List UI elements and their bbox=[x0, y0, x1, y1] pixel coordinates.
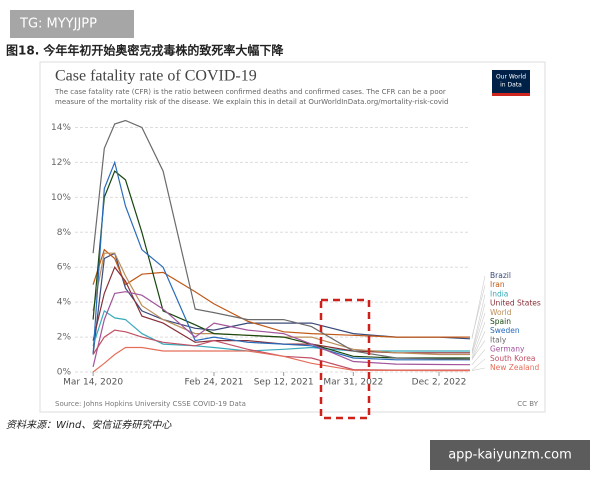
x-tick-label: Mar 14, 2020 bbox=[63, 378, 123, 388]
y-tick-label: 0% bbox=[57, 368, 72, 378]
subtitle: The case fatality rate (CFR) is the rati… bbox=[54, 88, 446, 96]
license: CC BY bbox=[517, 400, 538, 408]
source: Source: Johns Hopkins University CSSE CO… bbox=[55, 400, 246, 408]
legend-connector bbox=[471, 331, 486, 360]
y-tick-label: 8% bbox=[57, 228, 72, 238]
legend-connector bbox=[471, 285, 486, 338]
subtitle: measure of the mortality risk of the dis… bbox=[55, 98, 448, 106]
legend-label: Germany bbox=[490, 345, 525, 354]
legend-connector bbox=[471, 321, 486, 359]
y-tick-label: 2% bbox=[57, 333, 72, 343]
legend-connector bbox=[471, 349, 486, 365]
series-line bbox=[92, 309, 470, 352]
legend-label: New Zealand bbox=[490, 363, 540, 372]
series-line bbox=[92, 291, 471, 367]
x-tick-label: Sep 12, 2021 bbox=[254, 378, 314, 388]
legend-label: Italy bbox=[490, 335, 507, 344]
legend-label: Brazil bbox=[490, 271, 511, 280]
legend-label: United States bbox=[490, 299, 541, 308]
legend-connector bbox=[471, 367, 486, 371]
series-line bbox=[92, 346, 470, 373]
chart-title: Case fatality rate of COVID-19 bbox=[55, 68, 257, 85]
legend-label: South Korea bbox=[490, 354, 535, 363]
y-tick-label: 6% bbox=[57, 263, 72, 273]
legend-label: Iran bbox=[490, 280, 505, 289]
y-tick-label: 14% bbox=[51, 123, 71, 133]
x-tick-label: Feb 24, 2021 bbox=[185, 378, 244, 388]
logo-text: Our World bbox=[496, 74, 526, 81]
watermark-box bbox=[10, 10, 134, 38]
series-line bbox=[92, 119, 471, 360]
legend-label: India bbox=[490, 289, 508, 298]
legend-label: Sweden bbox=[490, 326, 520, 335]
x-tick-label: Mar 31, 2022 bbox=[323, 378, 383, 388]
y-tick-label: 12% bbox=[51, 158, 71, 168]
legend-connector bbox=[471, 303, 486, 353]
legend-connector bbox=[471, 340, 486, 360]
watermark: TG: MYYJJPP bbox=[19, 17, 97, 32]
x-tick-label: Dec 2, 2022 bbox=[412, 378, 467, 388]
watermark-box bbox=[430, 440, 590, 470]
legend-label: Spain bbox=[490, 317, 511, 326]
series-line bbox=[92, 160, 470, 361]
y-tick-label: 4% bbox=[57, 298, 72, 308]
y-tick-label: 10% bbox=[51, 193, 71, 203]
footnote: 资料来源：Wind、安信证券研究中心 bbox=[6, 419, 172, 431]
legend-connector bbox=[471, 312, 486, 355]
legend-connector bbox=[471, 358, 486, 371]
legend-label: World bbox=[490, 308, 512, 317]
legend-connector bbox=[471, 294, 486, 352]
series-line bbox=[92, 170, 470, 359]
logo-text: in Data bbox=[500, 82, 522, 89]
figure-title: 图18. 今年年初开始奥密克戎毒株的致死率大幅下降 bbox=[6, 43, 284, 58]
logo-bar bbox=[492, 93, 530, 96]
series-line bbox=[92, 248, 470, 338]
watermark: app-kaiyunzm.com bbox=[448, 448, 572, 463]
highlight-box bbox=[319, 298, 371, 420]
logo bbox=[492, 70, 530, 96]
